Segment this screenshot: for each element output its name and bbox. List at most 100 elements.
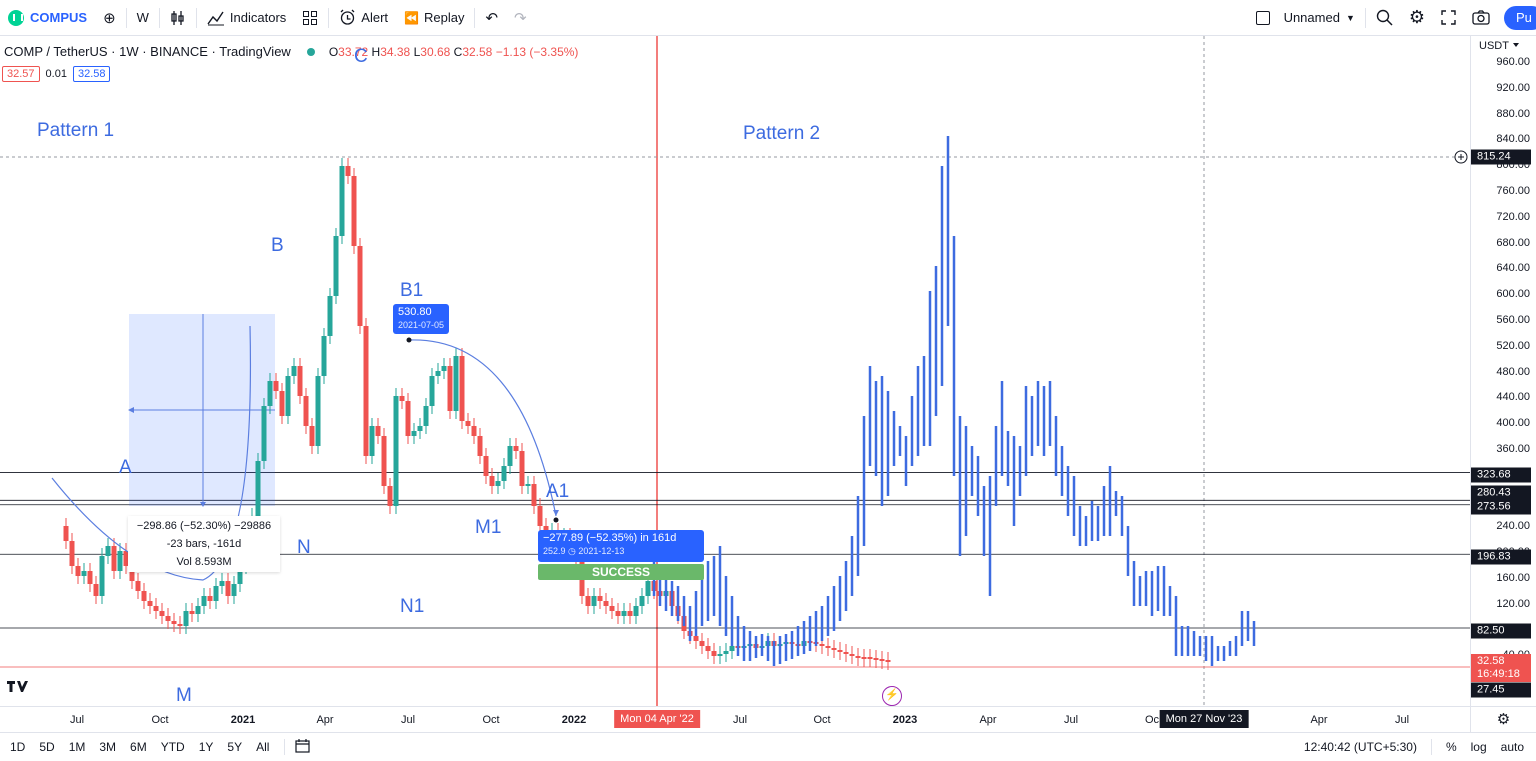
range-button-6m[interactable]: 6M [130,740,147,754]
ohlc-low: 30.68 [420,44,451,59]
sell-price-box[interactable]: 32.57 [2,66,40,82]
symbol-search-button[interactable]: COMPUS [0,0,95,36]
point-a1-label[interactable]: A1 [546,481,570,502]
range-button-1y[interactable]: 1Y [198,740,214,754]
price-axis[interactable]: USDT 960.00 920.00 880.00 840.00 800.00 760.0… [1470,36,1536,706]
time-axis[interactable]: Jul Oct 2021 Apr Jul Oct 2022 Jul Oct 2023 Apr Jul O… [0,706,1470,732]
replay-label: Replay [423,10,465,25]
range-button-1d[interactable]: 1D [10,740,26,754]
last-price: 32.58 [1477,655,1505,667]
range-button-5y[interactable]: 5Y [227,740,243,754]
rewind-icon: ⏪ [404,10,419,25]
redo-icon[interactable]: ↷ [514,9,527,27]
timezone-clock[interactable]: 12:40:42 (UTC+5:30) [1303,740,1417,754]
publish-button[interactable]: Pu [1504,5,1536,30]
candle-body [111,546,117,571]
candle-body [483,456,489,476]
range-button-1m[interactable]: 1M [68,740,86,754]
alert-label: Alert [361,10,389,25]
camera-icon[interactable] [1464,0,1498,36]
pattern1-b1-arc [408,339,557,517]
point-m1-label[interactable]: M1 [475,517,502,538]
b1-price-callout[interactable]: 530.80 2021-07-05 [393,304,450,334]
candle-body [315,376,321,446]
chart-canvas[interactable] [0,36,1470,706]
candle-body [591,596,597,606]
a1-move-text: −277.89 (−52.35%) in 161d [543,532,677,544]
point-b1-label[interactable]: B1 [400,280,424,301]
b1-anchor-point [406,337,412,343]
candle-body [129,566,135,581]
time-marker-red: Mon 04 Apr '22 [614,710,700,728]
candle-body [825,646,831,648]
date-range-calendar-icon[interactable] [285,738,320,756]
candle-body [453,356,459,411]
candle-body [375,426,381,436]
ohlc-h-label: H [371,44,381,59]
search-icon[interactable] [1368,0,1401,36]
candle-body [627,611,633,616]
layout-menu-button[interactable]: Unnamed ▼ [1248,0,1363,36]
alarm-clock-icon [340,9,355,25]
candle-body [723,651,729,654]
point-b-label[interactable]: B [271,235,284,256]
candle-body [135,581,141,591]
fullscreen-icon[interactable] [1433,0,1464,36]
alert-button[interactable]: Alert [331,0,396,36]
templates-grid-icon[interactable] [294,0,326,36]
candle-body [405,401,411,436]
candle-body [699,641,705,646]
auto-scale-toggle[interactable]: auto [1500,740,1524,754]
crosshair-price-tag: 815.24 [1471,149,1531,165]
pattern-1-label[interactable]: Pattern 1 [37,120,115,141]
interval-button[interactable]: W [136,10,149,25]
lightning-event-icon[interactable]: ⚡ [882,686,902,706]
legend-ohlc: O33.72 H34.38 L30.68 C32.58 −1.13 (−3.35… [329,45,579,59]
price-tick-label: 560.00 [1496,314,1530,326]
candle-body [369,426,375,456]
candle-body [471,426,477,436]
log-scale-toggle[interactable]: log [1470,740,1487,754]
range-button-ytd[interactable]: YTD [160,740,185,754]
currency-selector[interactable]: USDT [1479,40,1519,52]
pattern-2-label[interactable]: Pattern 2 [743,123,821,144]
candle-body [849,654,855,656]
range-button-3m[interactable]: 3M [99,740,117,754]
point-a-label[interactable]: A [119,457,132,478]
chart-type-candles-icon[interactable] [162,0,194,36]
price-tick-label: 400.00 [1496,417,1530,430]
time-tick-label: Jul [1394,714,1410,726]
candle-body [363,326,369,456]
candle-body [387,486,393,506]
replay-button[interactable]: ⏪ Replay [396,0,472,36]
point-n-label[interactable]: N [297,537,311,558]
measure-volume: Vol 8.593M [176,556,232,568]
level-tag-273: 273.56 [1471,499,1531,515]
indicators-button[interactable]: Indicators [199,0,294,36]
percent-scale-toggle[interactable]: % [1445,740,1457,754]
candle-body [429,376,435,406]
point-n1-label[interactable]: N1 [400,596,425,617]
buy-price-box[interactable]: 32.58 [72,66,111,82]
axis-settings-gear-icon[interactable]: ⚙ [1470,706,1536,732]
candle-body [597,596,603,601]
market-status-dot[interactable] [306,47,315,56]
top-toolbar: COMPUS ⊕ W Indicators Alert ⏪ Replay ↶ ↷ [0,0,1536,36]
candle-body [873,658,879,660]
candle-body [87,571,93,584]
gear-icon[interactable]: ⚙ [1408,7,1425,27]
measure-arrow-down [200,502,206,507]
point-c-label[interactable]: C [354,46,368,67]
candle-body [339,166,345,236]
compare-symbol-icon[interactable]: ⊕ [103,9,116,27]
range-button-all[interactable]: All [256,740,270,754]
candle-body [345,166,351,176]
range-button-5d[interactable]: 5D [39,740,55,754]
point-m-label[interactable]: M [176,685,192,706]
chart-pane[interactable]: COMP / TetherUS · 1W · BINANCE · Trading… [0,36,1470,706]
time-tick-label: Jul [1063,714,1079,726]
a1-move-sub: 252.9 ◷ 2021-12-13 [543,546,625,556]
a1-move-callout[interactable]: −277.89 (−52.35%) in 161d 252.9 ◷ 2021-1… [538,530,704,562]
candle-body [513,446,519,451]
undo-icon[interactable]: ↶ [485,9,499,27]
